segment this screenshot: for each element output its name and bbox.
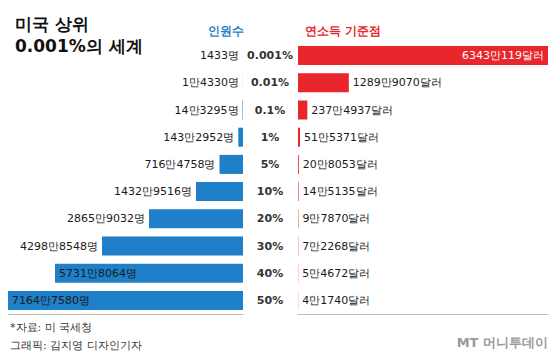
svg-text:5%: 5% bbox=[261, 158, 280, 171]
svg-text:0.01%: 0.01% bbox=[251, 76, 289, 89]
svg-text:1433명: 1433명 bbox=[200, 49, 239, 62]
svg-text:14만5135달러: 14만5135달러 bbox=[303, 185, 378, 198]
svg-text:1만4330명: 1만4330명 bbox=[182, 76, 239, 89]
svg-text:1289만9070달러: 1289만9070달러 bbox=[353, 76, 442, 89]
svg-text:10%: 10% bbox=[257, 185, 283, 198]
svg-text:50%: 50% bbox=[257, 294, 283, 307]
svg-text:7만2268달러: 7만2268달러 bbox=[302, 240, 370, 253]
svg-text:1%: 1% bbox=[261, 131, 280, 144]
svg-text:30%: 30% bbox=[257, 240, 283, 253]
svg-text:인원수: 인원수 bbox=[208, 24, 244, 38]
svg-text:716만4758명: 716만4758명 bbox=[145, 158, 216, 171]
svg-text:5만4672달러: 5만4672달러 bbox=[302, 267, 370, 280]
svg-text:4만1740달러: 4만1740달러 bbox=[302, 294, 370, 307]
svg-text:5731만8064명: 5731만8064명 bbox=[59, 267, 137, 280]
svg-text:0.001%의 세계: 0.001%의 세계 bbox=[15, 36, 143, 56]
svg-text:1432만9516명: 1432만9516명 bbox=[114, 185, 192, 198]
svg-text:7164만7580명: 7164만7580명 bbox=[12, 294, 90, 307]
svg-text:6343만119달러: 6343만119달러 bbox=[462, 49, 544, 62]
svg-text:20%: 20% bbox=[257, 212, 283, 225]
svg-text:51만5371달러: 51만5371달러 bbox=[304, 131, 379, 144]
svg-text:*자료: 미 국세청: *자료: 미 국세청 bbox=[10, 321, 92, 334]
svg-text:그래픽: 김지영 디자인기자: 그래픽: 김지영 디자인기자 bbox=[10, 339, 142, 352]
svg-text:143만2952명: 143만2952명 bbox=[163, 131, 234, 144]
svg-text:0.1%: 0.1% bbox=[255, 104, 286, 117]
svg-text:연소득 기준점: 연소득 기준점 bbox=[305, 24, 381, 38]
svg-text:미국 상위: 미국 상위 bbox=[15, 14, 89, 34]
svg-text:40%: 40% bbox=[257, 267, 283, 280]
svg-text:2865만9032명: 2865만9032명 bbox=[67, 212, 145, 225]
svg-text:4298만8548명: 4298만8548명 bbox=[20, 240, 98, 253]
svg-text:0.001%: 0.001% bbox=[247, 49, 293, 62]
svg-text:MT 머니투데이: MT 머니투데이 bbox=[457, 335, 548, 350]
svg-text:9만7870달러: 9만7870달러 bbox=[302, 212, 370, 225]
svg-text:237만4937달러: 237만4937달러 bbox=[311, 104, 393, 117]
svg-text:14만3295명: 14만3295명 bbox=[175, 104, 239, 117]
svg-text:20만8053달러: 20만8053달러 bbox=[303, 158, 378, 171]
